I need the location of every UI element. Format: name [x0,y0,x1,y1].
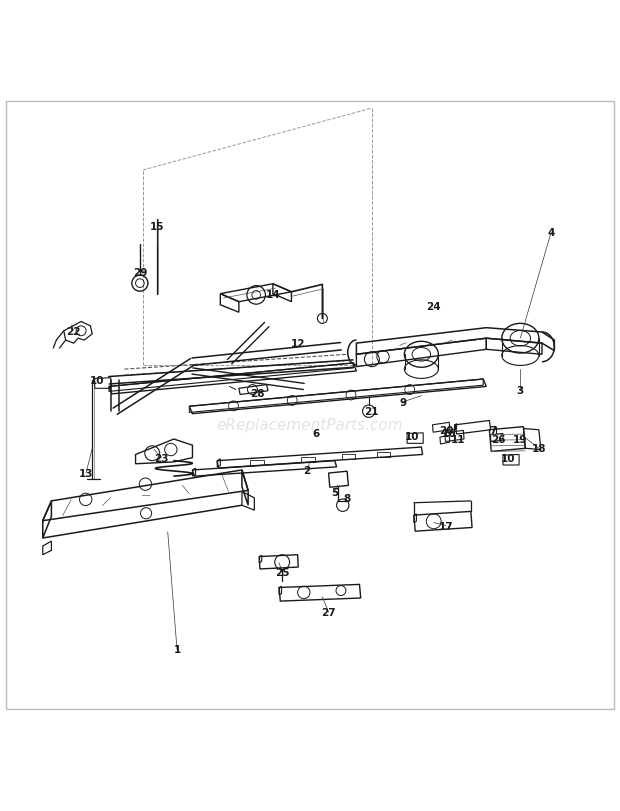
Text: 3: 3 [516,385,524,395]
Text: 27: 27 [321,607,336,617]
Text: 9: 9 [399,397,406,407]
Text: 11: 11 [451,435,466,444]
Text: 29: 29 [133,268,147,277]
Text: 10: 10 [405,431,419,441]
Text: 10: 10 [501,453,515,463]
Text: 23: 23 [154,453,169,463]
Text: 26: 26 [492,435,506,444]
Text: 10: 10 [89,375,104,386]
Text: 22: 22 [66,326,81,337]
Text: 8: 8 [343,493,351,503]
Text: 13: 13 [79,469,94,478]
Text: 25: 25 [275,568,290,577]
Text: 18: 18 [531,444,546,453]
Text: 21: 21 [365,406,379,417]
Text: 28: 28 [250,388,265,398]
Text: 16: 16 [442,428,456,438]
Text: 24: 24 [427,302,441,311]
Text: 5: 5 [331,487,339,497]
Text: 20: 20 [439,425,453,436]
Text: 7: 7 [489,425,496,436]
Text: eReplacementParts.com: eReplacementParts.com [216,418,404,433]
Text: 4: 4 [547,228,555,238]
Text: 6: 6 [312,428,320,438]
Text: 2: 2 [303,466,311,475]
Text: 19: 19 [513,435,528,444]
Text: 1: 1 [174,645,180,654]
Text: 14: 14 [265,290,280,299]
Text: 15: 15 [150,221,164,231]
Text: 12: 12 [290,339,305,349]
Text: 17: 17 [439,521,453,531]
